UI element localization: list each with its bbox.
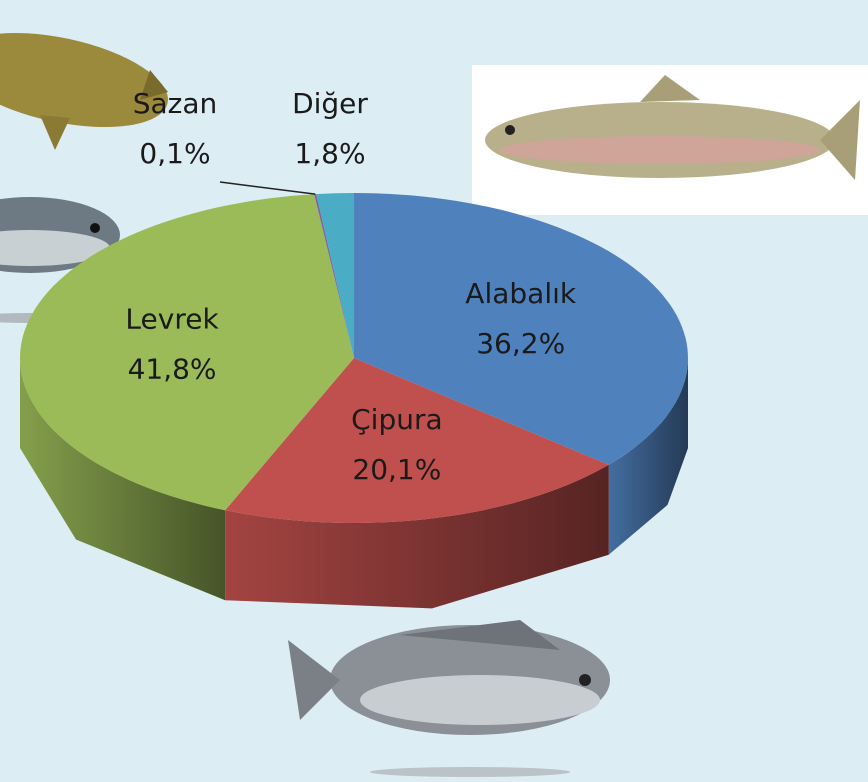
category-label: Sazan — [133, 87, 218, 120]
seabream-illustration — [288, 620, 610, 777]
value-label: 36,2% — [476, 327, 565, 360]
value-label: 20,1% — [352, 453, 441, 486]
leader-line — [219, 181, 316, 195]
value-label: 0,1% — [139, 137, 210, 170]
value-label: 1,8% — [294, 137, 365, 170]
carp-illustration — [0, 32, 168, 150]
category-label: Levrek — [125, 302, 219, 335]
pie: Alabalık 36,2% Çipura 20,1% Levrek 41,8% Sazan… — [20, 87, 688, 609]
category-label: Çipura — [351, 403, 443, 436]
pie-slice — [316, 193, 354, 358]
category-label: Diğer — [292, 87, 368, 120]
value-label: 41,8% — [128, 352, 217, 385]
category-label: Alabalık — [465, 277, 577, 310]
pie-slice — [314, 194, 354, 358]
pie-side-shade — [225, 464, 609, 609]
pie-side-shade — [608, 358, 688, 555]
pie-side-shade — [20, 358, 226, 601]
trout-illustration — [472, 65, 868, 215]
pie-slice — [354, 193, 688, 465]
pie-slice — [20, 194, 354, 511]
pie-slice — [225, 358, 609, 523]
